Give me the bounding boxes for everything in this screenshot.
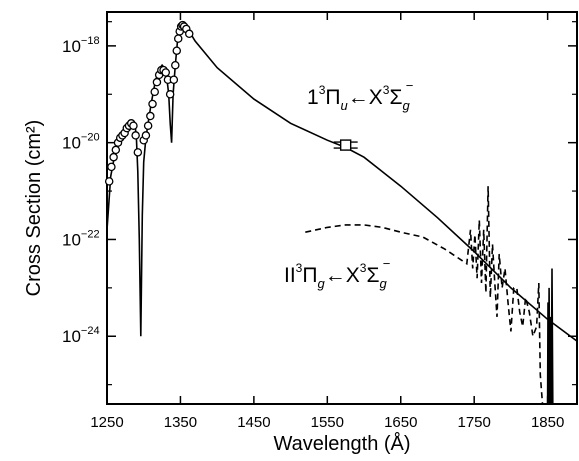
measured-points-group [104,20,194,186]
measured-point [109,152,118,162]
y-tick-label: 10−24 [62,325,100,346]
x-tick-label: 1550 [311,414,344,431]
measured-point [146,111,155,121]
y-tick-label: 10−22 [62,228,100,249]
series-line-3 [546,268,554,404]
measured-square-point [339,139,352,151]
x-tick-label: 1350 [164,414,197,431]
measured-point [111,145,121,155]
measured-point [129,121,138,130]
measured-point [172,46,182,55]
measured-point [131,131,140,140]
series-line-2 [305,186,544,404]
measured-point [173,34,183,43]
annotation-lower-transition: II3Πg←X3Σg− [284,256,390,291]
measured-point [143,121,153,130]
annotation-upper-transition: 13Πu←X3Σg− [307,78,413,113]
error-bar-group [333,139,358,151]
measured-point [104,177,114,186]
measured-point [150,87,159,97]
y-tick-label: 10−20 [62,132,100,153]
y-axis-title: Cross Section (cm²) [23,120,45,297]
measured-point [141,131,151,140]
x-tick-label: 1650 [384,414,417,431]
y-axis: 10−18 10−20 10−22 10−24 [62,21,577,386]
measured-point [165,90,175,99]
measured-point [171,60,180,70]
measured-point [169,75,179,85]
x-tick-label: 1450 [237,414,270,431]
measured-point [161,68,170,77]
x-tick-label: 1250 [90,414,123,431]
plot-frame [106,11,578,405]
measured-point [107,162,116,172]
x-axis-title: Wavelength (Å) [273,432,410,455]
measured-point [152,77,162,87]
x-tick-label: 1750 [458,414,491,431]
y-tick-label: 10−18 [62,35,100,56]
measured-point [148,99,157,109]
measured-point [133,148,143,157]
x-tick-label: 1850 [531,414,564,431]
measured-point [184,29,194,39]
